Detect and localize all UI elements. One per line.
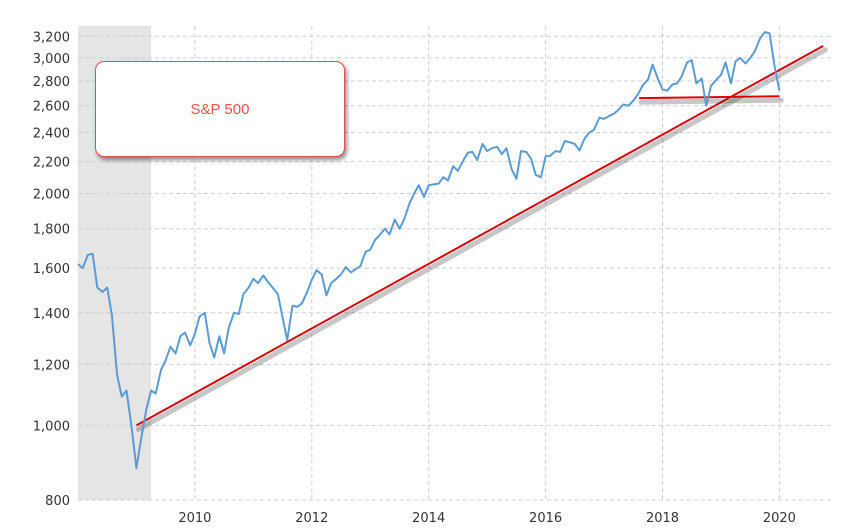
x-axis-ticks: 2010 2012 2014 2016 2018 2020 bbox=[178, 511, 796, 526]
y-tick-label: 2,000 bbox=[33, 188, 70, 203]
y-tick-label: 2,200 bbox=[33, 156, 70, 171]
x-tick-label: 2020 bbox=[763, 511, 796, 526]
y-tick-label: 1,200 bbox=[33, 358, 70, 373]
x-tick-label: 2014 bbox=[412, 511, 445, 526]
trend-line-shadow bbox=[638, 97, 784, 105]
y-tick-label: 800 bbox=[45, 494, 70, 509]
y-tick-label: 2,400 bbox=[33, 127, 70, 142]
series-layer bbox=[77, 31, 781, 470]
trend-line-shadow bbox=[135, 47, 828, 432]
y-tick-label: 1,800 bbox=[33, 223, 70, 238]
annotation-label: S&P 500 bbox=[190, 100, 250, 118]
x-tick-label: 2010 bbox=[178, 511, 211, 526]
y-tick-label: 1,400 bbox=[33, 307, 70, 322]
x-tick-label: 2018 bbox=[646, 511, 679, 526]
y-tick-label: 2,600 bbox=[33, 100, 70, 115]
y-tick-label: 3,000 bbox=[33, 52, 70, 67]
y-tick-label: 1,000 bbox=[33, 419, 70, 434]
y-tick-label: 3,200 bbox=[33, 30, 70, 45]
x-tick-label: 2012 bbox=[295, 511, 328, 526]
y-tick-label: 1,600 bbox=[33, 262, 70, 277]
x-tick-label: 2016 bbox=[529, 511, 562, 526]
y-tick-label: 2,800 bbox=[33, 75, 70, 90]
sp500-series-line bbox=[77, 31, 781, 470]
y-axis-ticks: 800 1,000 1,200 1,400 1,600 1,800 2,000 2,200 2,… bbox=[33, 30, 70, 509]
annotation-box: S&P 500 bbox=[95, 61, 345, 157]
trend-line bbox=[135, 44, 824, 427]
